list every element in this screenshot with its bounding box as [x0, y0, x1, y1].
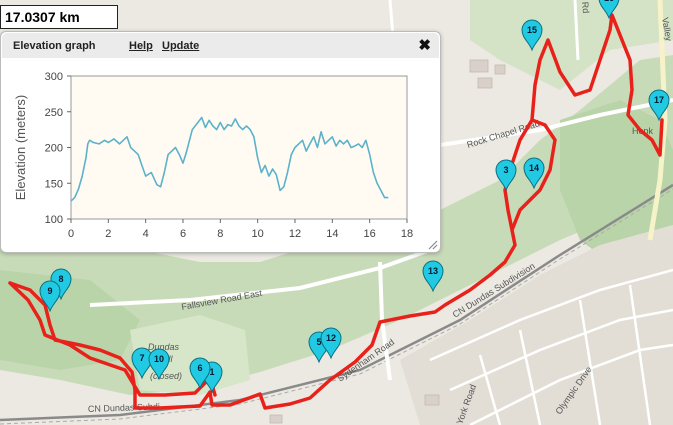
railway-line — [0, 188, 673, 425]
elevation-chart: 100150200250300024681012141618Distance (… — [13, 71, 413, 240]
area-label-dundas: Dundas — [148, 342, 180, 352]
y-axis-label: Elevation (meters) — [13, 95, 28, 200]
x-tick-label: 0 — [68, 228, 74, 240]
residential-streets — [429, 268, 673, 425]
marker-pin-icon — [320, 327, 342, 360]
elevation-panel-header[interactable]: Elevation graph Help Update ✖ — [2, 33, 439, 58]
x-tick-label: 12 — [289, 228, 301, 240]
route-marker-14[interactable]: 14 — [523, 157, 545, 190]
close-icon[interactable]: ✖ — [418, 37, 431, 54]
marker-pin-icon — [189, 357, 211, 390]
road-label-rd: Rd — [580, 1, 591, 13]
route-marker-10[interactable]: 10 — [148, 348, 170, 381]
x-tick-label: 4 — [143, 228, 149, 240]
x-tick-label: 16 — [364, 228, 376, 240]
route-marker-13[interactable]: 13 — [422, 260, 444, 293]
elevation-series-line — [70, 116, 389, 202]
road — [89, 248, 431, 307]
y-tick-label: 300 — [45, 71, 63, 83]
x-tick-label: 18 — [401, 228, 413, 240]
marker-pin-icon — [598, 0, 620, 20]
wooded-area — [560, 100, 673, 270]
route-marker-15[interactable]: 15 — [521, 19, 543, 52]
y-tick-label: 200 — [45, 143, 63, 155]
route-marker-9[interactable]: 9 — [39, 280, 61, 313]
marker-label: 9 — [47, 286, 52, 296]
route-marker-6[interactable]: 6 — [189, 357, 211, 390]
route-marker-12[interactable]: 12 — [320, 327, 342, 360]
marker-label: 5 — [316, 337, 321, 347]
residential-area — [400, 225, 673, 425]
plot-area — [70, 75, 408, 220]
road-label-valley: Valley — [660, 17, 673, 43]
marker-pin-icon — [422, 260, 444, 293]
marker-label: 1 — [209, 367, 214, 377]
road — [573, 0, 580, 61]
marker-pin-icon — [495, 159, 517, 192]
marker-pin-icon — [648, 89, 670, 122]
marker-label: 14 — [529, 163, 539, 173]
distance-readout: 17.0307 km — [0, 5, 118, 29]
marker-label: 8 — [58, 274, 63, 284]
railway-line — [0, 183, 673, 422]
route-marker-7[interactable]: 7 — [131, 347, 153, 380]
route-marker-3[interactable]: 3 — [495, 159, 517, 192]
route-path[interactable] — [8, 13, 664, 410]
road — [439, 98, 673, 147]
marker-label: 17 — [654, 95, 664, 105]
help-link[interactable]: Help — [129, 40, 153, 52]
update-link[interactable]: Update — [162, 40, 200, 52]
marker-label: 15 — [527, 25, 537, 35]
marker-label: 7 — [139, 353, 144, 363]
y-tick-label: 250 — [45, 107, 63, 119]
road — [647, 0, 668, 241]
marker-pin-icon — [148, 348, 170, 381]
x-tick-label: 6 — [180, 228, 186, 240]
area-label-closed: (closed) — [150, 371, 182, 381]
y-tick-label: 100 — [45, 214, 63, 226]
x-tick-label: 8 — [217, 228, 223, 240]
marker-label: 10 — [154, 354, 164, 364]
wooded-area — [0, 55, 673, 395]
x-tick-label: 14 — [326, 228, 338, 240]
marker-label: 12 — [326, 333, 336, 343]
resize-handle-icon[interactable] — [426, 238, 438, 250]
marker-label: 3 — [503, 165, 508, 175]
route-marker-17[interactable]: 17 — [648, 89, 670, 122]
y-tick-label: 150 — [45, 178, 63, 190]
marker-label: 6 — [197, 363, 202, 373]
marker-label: 13 — [428, 266, 438, 276]
elevation-panel: Elevation graph Help Update ✖ 100 150 200 2… — [0, 31, 441, 253]
x-tick-label: 2 — [105, 228, 111, 240]
marker-label: 16 — [604, 0, 614, 3]
panel-title: Elevation graph — [13, 40, 96, 52]
x-tick-label: 10 — [252, 228, 264, 240]
rail-label-cn-subdivision-west: CN Dundas Subdi — [88, 401, 160, 414]
marker-pin-icon — [523, 157, 545, 190]
marker-pin-icon — [131, 347, 153, 380]
marker-pin-icon — [521, 19, 543, 52]
marker-pin-icon — [39, 280, 61, 313]
wooded-area — [470, 0, 673, 90]
buildings — [269, 59, 506, 424]
route-marker-16[interactable]: 16 — [598, 0, 620, 20]
